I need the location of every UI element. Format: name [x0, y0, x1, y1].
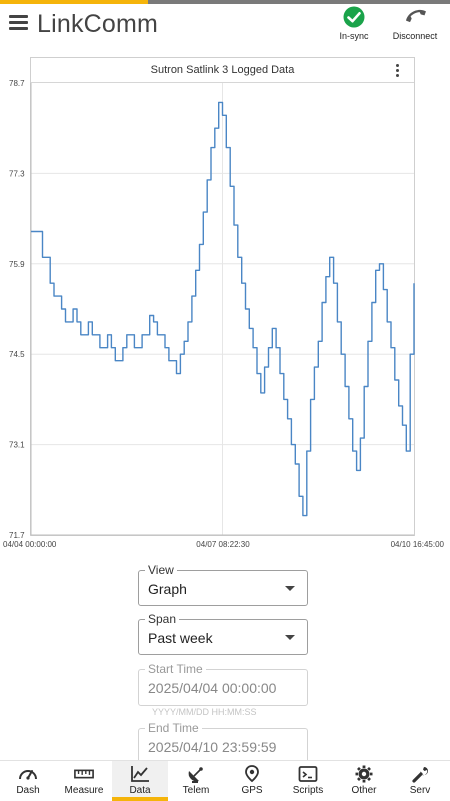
x-tick-label: 04/10 16:45:00 — [391, 540, 445, 549]
start-time-hint: YYYY/MM/DD HH:MM:SS — [152, 707, 257, 717]
header-accent-bar — [0, 0, 148, 4]
view-value: Graph — [148, 581, 187, 597]
terminal-icon — [298, 766, 318, 782]
series-line — [31, 101, 415, 517]
end-time-legend: End Time — [145, 721, 202, 735]
nav-label: Data — [129, 785, 151, 796]
nav-item-serv[interactable]: Serv — [392, 761, 448, 801]
chart-header: Sutron Satlink 3 Logged Data — [31, 58, 414, 83]
nav-item-scripts[interactable]: Scripts — [280, 761, 336, 801]
nav-label: Serv — [409, 785, 431, 796]
y-tick-label: 75.9 — [9, 260, 25, 269]
line-chart: 78.7 77.3 75.9 74.5 73.1 71.704/04 00:00:00 04… — [3, 79, 445, 549]
line-chart-icon — [131, 766, 149, 782]
nav-label: Scripts — [292, 785, 324, 796]
end-time-value: 2025/04/10 23:59:59 — [148, 739, 277, 755]
span-select[interactable]: Span Past week — [138, 612, 308, 655]
app-header: LinkComm In-sync Disconnect — [0, 0, 450, 50]
in-sync-button[interactable]: In-sync — [333, 6, 375, 46]
chart-title: Sutron Satlink 3 Logged Data — [150, 64, 295, 76]
start-time-legend: Start Time — [145, 662, 206, 676]
in-sync-label: In-sync — [339, 31, 369, 41]
span-legend: Span — [145, 612, 180, 626]
nav-item-gps[interactable]: GPS — [224, 761, 280, 801]
kebab-menu-icon[interactable] — [396, 64, 400, 78]
bottom-navigation: Dash Measure Data Telem GPS — [0, 760, 450, 801]
y-tick-label: 71.7 — [9, 531, 25, 540]
view-select[interactable]: View Graph — [138, 563, 308, 606]
start-time-field[interactable]: Start Time 2025/04/04 00:00:00 — [138, 662, 308, 706]
y-tick-label: 78.7 — [9, 79, 25, 88]
app-title: LinkComm — [37, 10, 159, 38]
dropdown-caret-icon — [285, 586, 295, 591]
nav-label: Dash — [16, 785, 40, 796]
disconnect-label: Disconnect — [392, 31, 438, 41]
y-tick-label: 74.5 — [9, 350, 25, 359]
speedometer-icon — [19, 770, 37, 780]
view-legend: View — [145, 563, 177, 577]
start-time-value: 2025/04/04 00:00:00 — [148, 680, 277, 696]
x-tick-label: 04/07 08:22:30 — [196, 540, 250, 549]
dropdown-caret-icon — [285, 635, 295, 640]
header-accent-bar-gray — [148, 0, 450, 4]
ruler-icon — [74, 769, 94, 779]
satellite-dish-icon — [188, 767, 203, 783]
hamburger-menu-icon[interactable] — [9, 15, 28, 31]
nav-label: Telem — [182, 785, 210, 796]
nav-item-telem[interactable]: Telem — [168, 761, 224, 801]
phone-hangup-icon — [406, 9, 426, 23]
end-time-field[interactable]: End Time 2025/04/10 23:59:59 — [138, 721, 308, 762]
location-pin-icon — [245, 765, 259, 783]
nav-label: Other — [351, 785, 377, 796]
span-value: Past week — [148, 630, 213, 646]
checkmark-circle-icon — [343, 6, 365, 28]
nav-item-other[interactable]: Other — [336, 761, 392, 801]
active-tab-indicator — [112, 797, 168, 801]
nav-item-dash[interactable]: Dash — [0, 761, 56, 801]
nav-item-data[interactable]: Data — [112, 761, 168, 801]
wrench-icon — [412, 767, 428, 783]
nav-label: Measure — [64, 785, 104, 796]
nav-item-measure[interactable]: Measure — [56, 761, 112, 801]
y-tick-label: 73.1 — [9, 441, 25, 450]
y-tick-label: 77.3 — [9, 169, 25, 178]
x-tick-label: 04/04 00:00:00 — [3, 540, 57, 549]
disconnect-button[interactable]: Disconnect — [388, 6, 442, 46]
nav-label: GPS — [241, 785, 263, 796]
gear-icon — [355, 765, 373, 783]
